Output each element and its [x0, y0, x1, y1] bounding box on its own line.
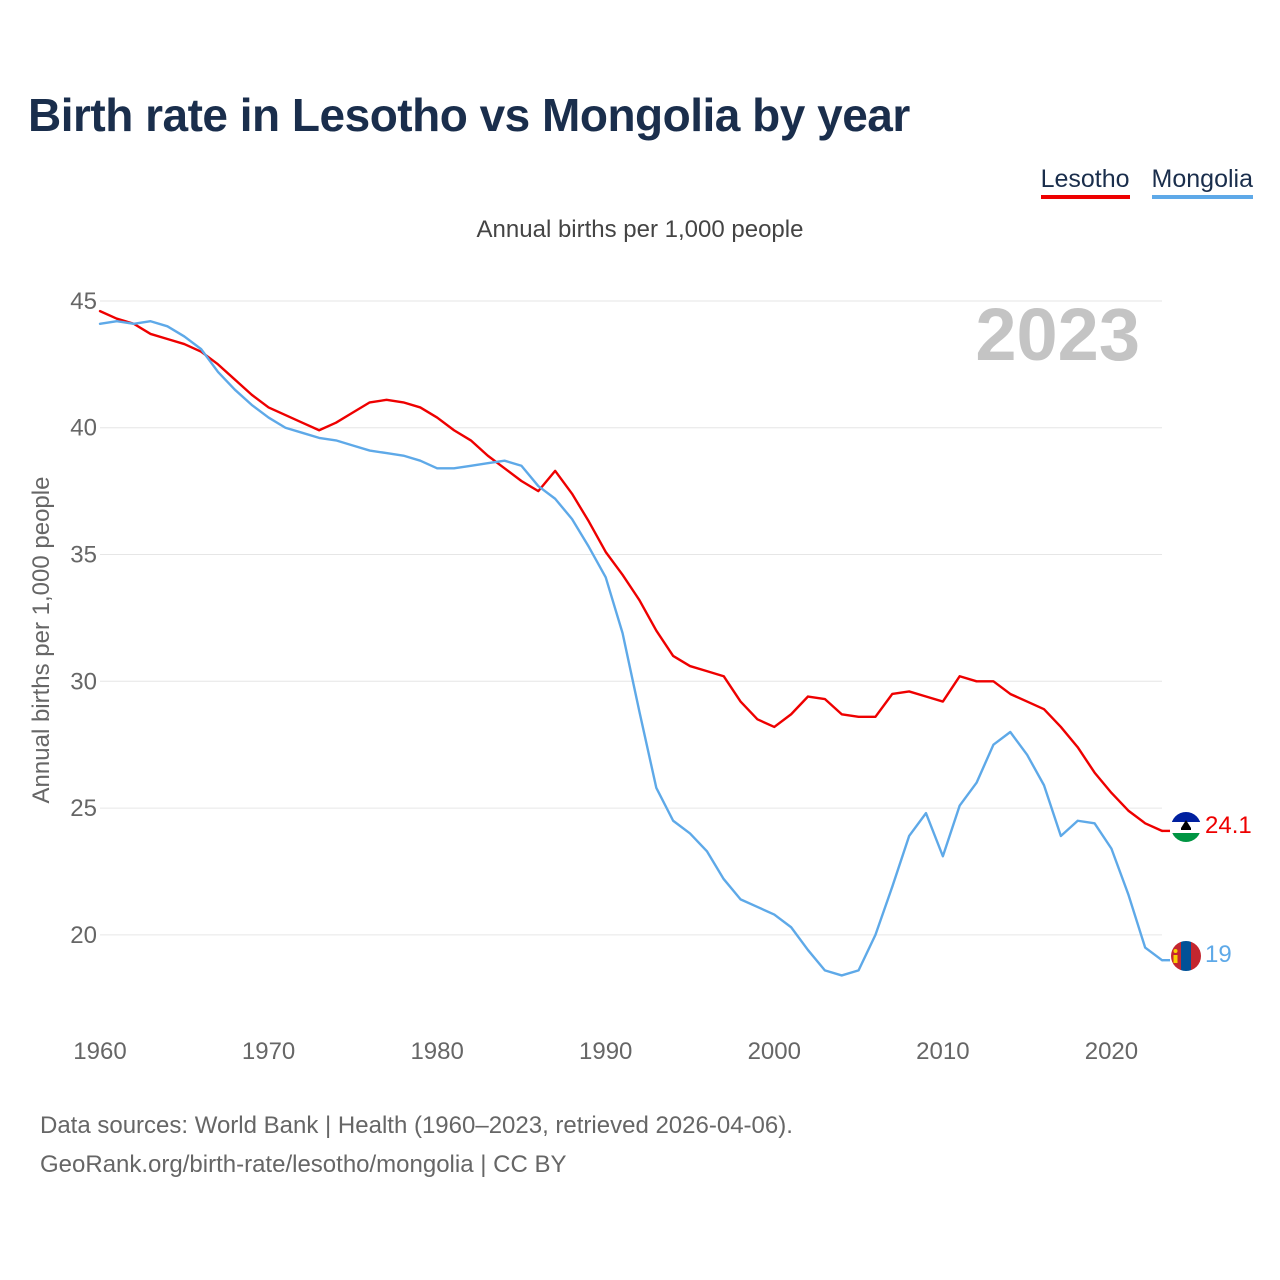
mongolia-end-label: 19: [1205, 941, 1232, 968]
chart-title: Birth rate in Lesotho vs Mongolia by yea…: [28, 89, 910, 141]
x-tick-label: 2000: [748, 1038, 801, 1065]
legend: Lesotho Mongolia: [1040, 164, 1253, 199]
y-tick-label: 20: [70, 922, 97, 949]
series-line-mongolia[interactable]: [98, 320, 1164, 977]
lesotho-flag-icon: [1171, 812, 1201, 842]
y-tick-label: 35: [70, 542, 97, 569]
x-tick-label: 1980: [410, 1038, 463, 1065]
chart-subtitle: Annual births per 1,000 people: [476, 216, 804, 243]
legend-item-lesotho[interactable]: Lesotho: [1040, 164, 1130, 199]
series-line-lesotho[interactable]: [98, 309, 1164, 833]
x-tick-label: 1990: [579, 1038, 632, 1065]
x-tick-label: 1960: [73, 1038, 126, 1065]
y-tick-label: 25: [70, 795, 97, 822]
mongolia-flag-icon: [1171, 941, 1201, 971]
sources-line: Data sources: World Bank | Health (1960–…: [40, 1112, 793, 1139]
x-tick-label: 1970: [242, 1038, 295, 1065]
y-tick-label: 45: [70, 288, 97, 315]
data-sources: Data sources: World Bank | Health (1960–…: [40, 1106, 793, 1184]
legend-item-mongolia[interactable]: Mongolia: [1151, 164, 1253, 199]
source-url[interactable]: GeoRank.org/birth-rate/lesotho/mongolia …: [40, 1151, 567, 1178]
lesotho-end-label: 24.1: [1205, 812, 1252, 839]
y-tick-label: 30: [70, 668, 97, 695]
y-tick-label: 40: [70, 415, 97, 442]
x-tick-label: 2010: [916, 1038, 969, 1065]
x-tick-label: 2020: [1085, 1038, 1138, 1065]
year-watermark: 2023: [975, 293, 1140, 376]
